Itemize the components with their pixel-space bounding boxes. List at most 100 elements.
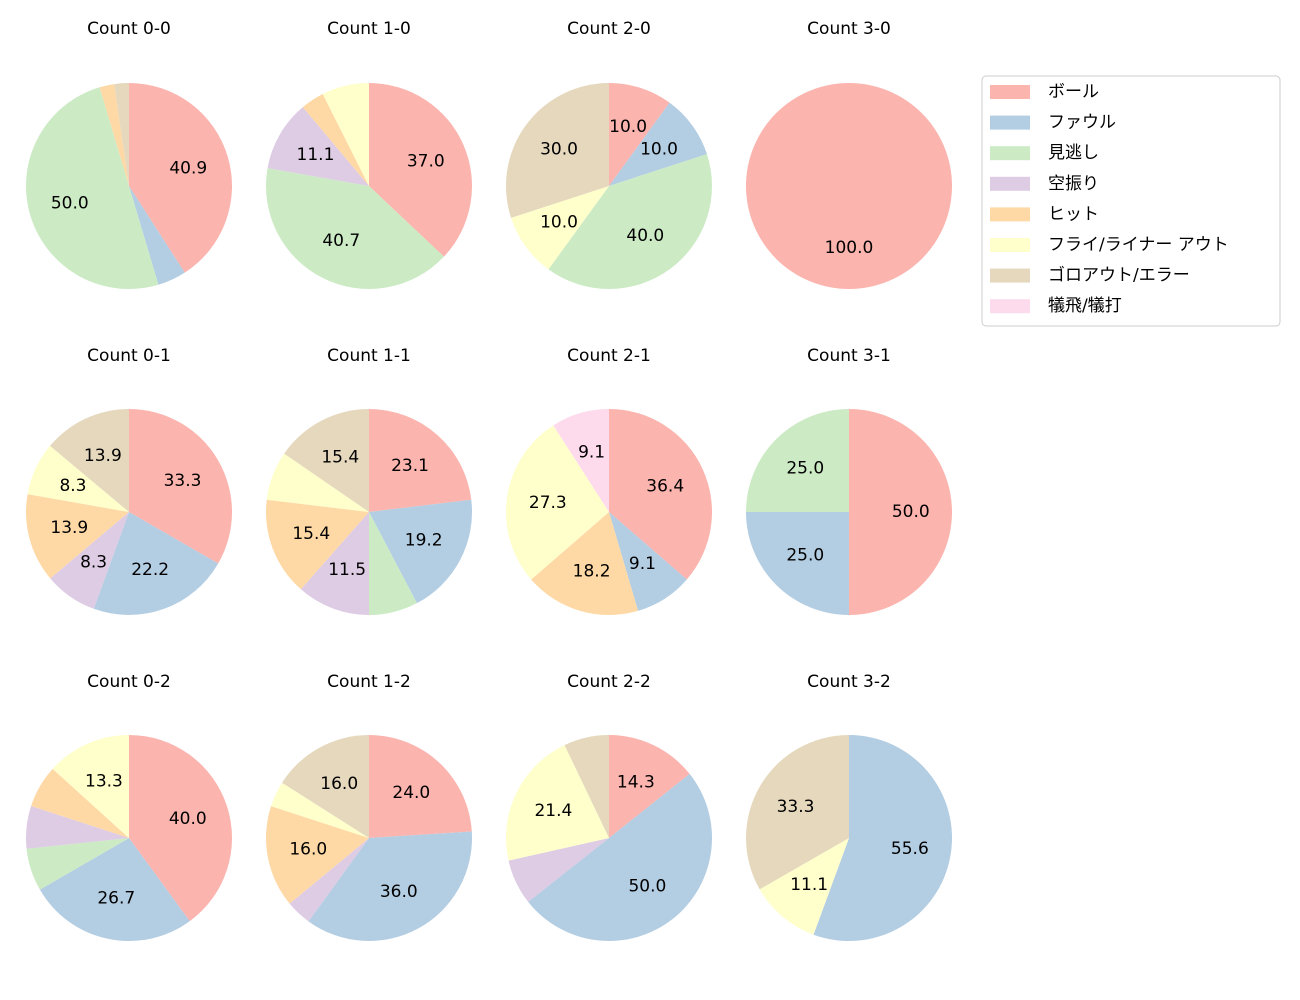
slice-label: 40.0 xyxy=(169,809,207,829)
pie-title: Count 1-2 xyxy=(327,672,411,692)
slice-label: 21.4 xyxy=(534,801,572,821)
pie-slice xyxy=(52,735,129,838)
pie-slice xyxy=(50,512,129,609)
pie-title: Count 2-0 xyxy=(567,19,651,39)
pie-slice xyxy=(849,409,952,615)
pie-slice xyxy=(528,773,712,941)
pie-slice xyxy=(548,154,712,289)
legend-swatch xyxy=(990,115,1030,130)
legend-label: ヒット xyxy=(1048,204,1099,224)
slice-label: 15.4 xyxy=(321,447,359,467)
pie-slice xyxy=(26,838,130,890)
pie-slice xyxy=(511,186,609,270)
pie-slice xyxy=(27,445,129,512)
slice-label: 36.4 xyxy=(646,476,684,496)
slice-label: 19.2 xyxy=(405,531,443,551)
slice-label: 13.3 xyxy=(85,772,123,792)
slice-label: 36.0 xyxy=(380,882,418,902)
slice-label: 9.1 xyxy=(578,443,605,463)
pie-slice xyxy=(300,512,369,615)
slice-label: 11.1 xyxy=(297,145,335,165)
pie-slice xyxy=(553,409,609,512)
pie-slice xyxy=(369,83,473,257)
pie-slice xyxy=(129,83,232,273)
pie-slice xyxy=(267,107,369,186)
pie-slice xyxy=(759,838,849,935)
pie-slice xyxy=(114,83,129,186)
pie-slice xyxy=(49,409,129,512)
slice-label: 13.9 xyxy=(50,518,88,538)
slice-label: 40.9 xyxy=(169,159,207,179)
pie-slice xyxy=(99,84,129,186)
slice-label: 18.2 xyxy=(573,561,611,581)
pie-slice xyxy=(506,425,609,580)
pie-slice xyxy=(129,186,185,285)
pie-slice xyxy=(266,453,369,512)
slice-label: 10.0 xyxy=(609,117,647,137)
pie-slice xyxy=(93,512,219,615)
legend-swatch xyxy=(990,176,1030,191)
pie-slice xyxy=(369,499,472,604)
legend-swatch xyxy=(990,85,1030,99)
slice-label: 55.6 xyxy=(891,839,929,859)
legend-box xyxy=(981,75,1281,327)
pie-slice xyxy=(531,512,639,615)
pie-slice xyxy=(609,735,690,838)
pie-title: Count 1-1 xyxy=(327,346,411,366)
slice-label: 22.2 xyxy=(131,560,169,580)
pie-slice xyxy=(369,735,472,838)
pie-slice xyxy=(129,409,232,564)
pie-slice xyxy=(369,409,472,512)
legend-swatch xyxy=(990,299,1030,314)
pie-slice xyxy=(322,83,369,186)
slice-label: 23.1 xyxy=(391,456,429,476)
slice-label: 50.0 xyxy=(51,194,89,214)
slice-label: 37.0 xyxy=(407,152,445,172)
pie-title: Count 0-0 xyxy=(87,19,171,39)
pie-slice xyxy=(506,745,609,861)
legend-label: 空振り xyxy=(1048,174,1099,194)
pie-slice xyxy=(266,806,369,904)
legend-label: ゴロアウト/エラー xyxy=(1048,265,1190,286)
slice-label: 8.3 xyxy=(80,553,107,573)
pie-slice xyxy=(746,512,849,615)
slice-label: 25.0 xyxy=(786,546,824,566)
pie-title: Count 1-0 xyxy=(327,19,411,39)
pie-slice xyxy=(25,494,129,579)
pie-slice xyxy=(302,93,369,186)
slice-label: 10.0 xyxy=(540,212,578,232)
pie-slice xyxy=(284,409,369,512)
legend-label: 犠飛/犠打 xyxy=(1048,296,1122,316)
slice-label: 13.9 xyxy=(84,446,122,466)
slice-label: 15.4 xyxy=(292,524,330,544)
pie-title: Count 0-1 xyxy=(87,346,171,366)
pie-slice xyxy=(282,735,369,838)
pie-title: Count 2-1 xyxy=(567,346,651,366)
legend-label: 見逃し xyxy=(1048,143,1099,163)
pie-title: Count 0-2 xyxy=(87,672,171,692)
pie-slice xyxy=(39,838,190,941)
pie-title: Count 3-1 xyxy=(807,346,891,366)
slice-label: 25.0 xyxy=(786,458,824,478)
slice-label: 10.0 xyxy=(640,140,678,160)
pie-slice xyxy=(813,735,952,941)
slice-label: 14.3 xyxy=(617,772,655,792)
pie-slice xyxy=(31,768,129,838)
slice-label: 30.0 xyxy=(540,140,578,160)
pie-slice xyxy=(129,735,232,922)
pie-slice xyxy=(609,409,713,580)
slice-label: 11.5 xyxy=(328,560,366,580)
pie-slice xyxy=(289,838,369,922)
legend-swatch xyxy=(990,207,1030,222)
slice-label: 40.7 xyxy=(322,231,360,251)
pie-slice xyxy=(25,87,159,290)
pie-slice xyxy=(369,512,417,615)
pie-slice xyxy=(564,735,609,838)
pie-title: Count 3-2 xyxy=(807,672,891,692)
slice-label: 9.1 xyxy=(629,554,656,574)
legend-swatch xyxy=(990,238,1030,252)
pie-slice xyxy=(271,782,369,838)
pie-slice xyxy=(609,83,670,186)
slice-label: 16.0 xyxy=(289,840,327,860)
slice-label: 16.0 xyxy=(320,774,358,794)
